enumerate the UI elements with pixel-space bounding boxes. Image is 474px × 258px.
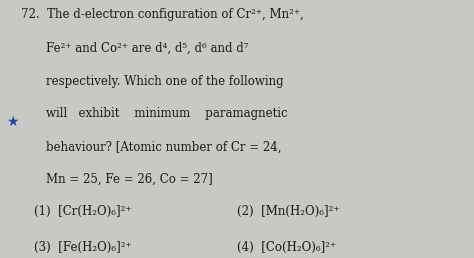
Text: 72.  The d-electron configuration of Cr²⁺, Mn²⁺,: 72. The d-electron configuration of Cr²⁺… xyxy=(21,8,304,21)
Text: (2)  [Mn(H₂O)₆]²⁺: (2) [Mn(H₂O)₆]²⁺ xyxy=(237,205,339,218)
Text: ★: ★ xyxy=(6,115,18,129)
Text: (1)  [Cr(H₂O)₆]²⁺: (1) [Cr(H₂O)₆]²⁺ xyxy=(34,205,132,218)
Text: (4)  [Co(H₂O)₆]²⁺: (4) [Co(H₂O)₆]²⁺ xyxy=(237,241,336,254)
Text: (3)  [Fe(H₂O)₆]²⁺: (3) [Fe(H₂O)₆]²⁺ xyxy=(34,241,132,254)
Text: behaviour? [Atomic number of Cr = 24,: behaviour? [Atomic number of Cr = 24, xyxy=(46,141,282,154)
Text: Mn = 25, Fe = 26, Co = 27]: Mn = 25, Fe = 26, Co = 27] xyxy=(46,173,213,186)
Text: Fe²⁺ and Co²⁺ are d⁴, d⁵, d⁶ and d⁷: Fe²⁺ and Co²⁺ are d⁴, d⁵, d⁶ and d⁷ xyxy=(46,41,249,54)
Text: will   exhibit    minimum    paramagnetic: will exhibit minimum paramagnetic xyxy=(46,107,288,120)
Text: respectively. Which one of the following: respectively. Which one of the following xyxy=(46,75,284,88)
